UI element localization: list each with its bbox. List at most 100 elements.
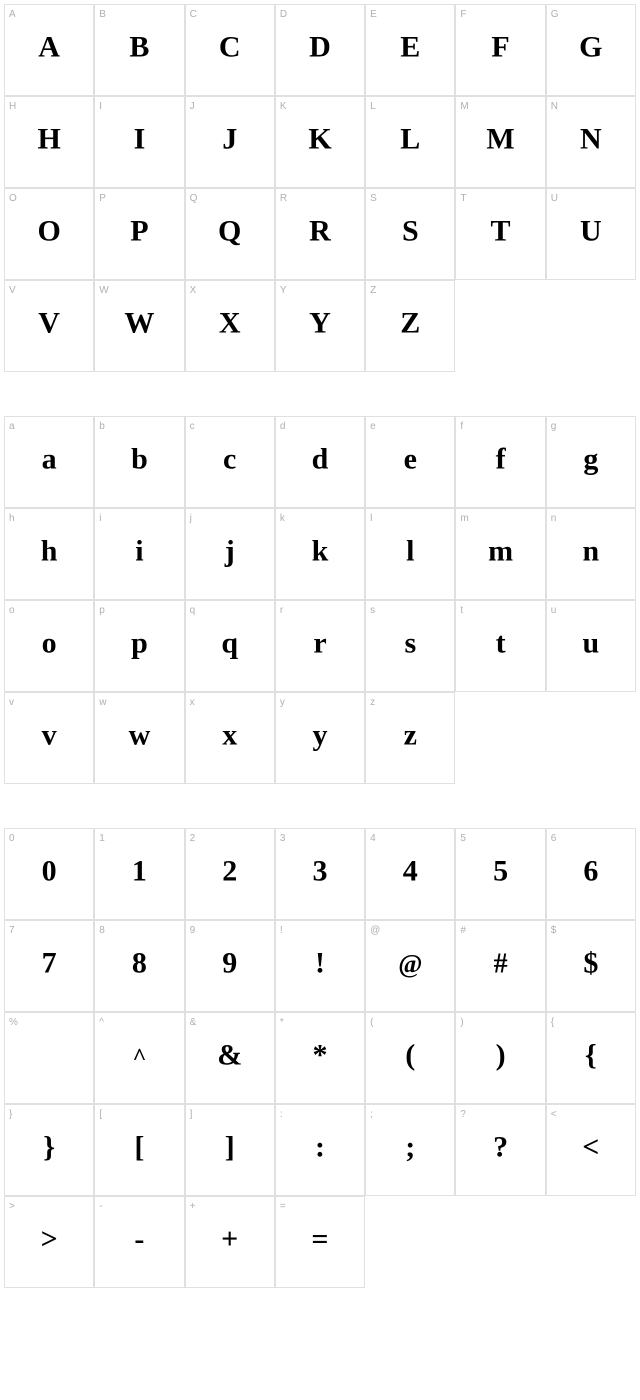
glyph-cell-label: 3	[280, 833, 286, 844]
glyph-cell-empty	[546, 692, 636, 784]
glyph-cell: WW	[94, 280, 184, 372]
glyph-cell-label: h	[9, 513, 15, 524]
glyph-cell-glyph: 0	[42, 854, 57, 888]
glyph-cell: <	[546, 1104, 636, 1196]
glyph-cell-label: H	[9, 101, 16, 112]
glyph-section-uppercase: AABBCCDDEEFFGGHHIIJJKKLLMMNNOOPPQQRRSSTT…	[4, 4, 636, 372]
glyph-cell-empty	[455, 280, 545, 372]
glyph-cell: ^	[94, 1012, 184, 1104]
glyph-cell-label: +	[190, 1201, 196, 1212]
glyph-cell: bb	[94, 416, 184, 508]
glyph-cell-glyph	[315, 946, 325, 980]
glyph-cell: ee	[365, 416, 455, 508]
glyph-cell-glyph: G	[579, 30, 602, 64]
glyph-cell-glyph: f	[496, 442, 506, 476]
glyph-cell-label: V	[9, 285, 16, 296]
glyph-cell: 22	[185, 828, 275, 920]
glyph-cell: zz	[365, 692, 455, 784]
glyph-cell: #	[455, 920, 545, 1012]
glyph-cell: QQ	[185, 188, 275, 280]
glyph-cell: nn	[546, 508, 636, 600]
glyph-cell-label: a	[9, 421, 15, 432]
glyph-cell: {	[546, 1012, 636, 1104]
glyph-cell-glyph: K	[308, 122, 331, 156]
glyph-cell-label: u	[551, 605, 557, 616]
glyph-cell-label: }	[9, 1109, 12, 1120]
glyph-cell: yy	[275, 692, 365, 784]
glyph-cell-glyph: M	[486, 122, 514, 156]
glyph-cell-glyph: 6	[583, 854, 598, 888]
glyph-cell-label: <	[551, 1109, 557, 1120]
glyph-cell-label: ]	[190, 1109, 193, 1120]
glyph-cell-glyph: 4	[403, 854, 418, 888]
glyph-cell: ;	[365, 1104, 455, 1196]
glyph-cell: mm	[455, 508, 545, 600]
glyph-cell: MM	[455, 96, 545, 188]
glyph-cell: 44	[365, 828, 455, 920]
glyph-cell-label: v	[9, 697, 14, 708]
glyph-cell: jj	[185, 508, 275, 600]
glyph-cell-label: M	[460, 101, 468, 112]
glyph-cell-label: F	[460, 9, 466, 20]
glyph-cell-glyph: N	[580, 122, 602, 156]
glyph-cell-glyph	[134, 1130, 144, 1164]
glyph-cell-empty	[365, 1196, 455, 1288]
glyph-cell: 33	[275, 828, 365, 920]
glyph-cell-glyph	[583, 946, 598, 980]
glyph-cell-glyph: z	[404, 718, 417, 752]
glyph-cell: EE	[365, 4, 455, 96]
glyph-cell: %	[4, 1012, 94, 1104]
glyph-cell-label: n	[551, 513, 557, 524]
glyph-cell-glyph: n	[583, 534, 600, 568]
glyph-cell-glyph: E	[400, 30, 420, 64]
glyph-cell-glyph: e	[404, 442, 417, 476]
glyph-cell-glyph	[132, 1038, 146, 1072]
glyph-cell-label: Q	[190, 193, 198, 204]
glyph-cell-glyph	[217, 1038, 242, 1072]
glyph-cell: NN	[546, 96, 636, 188]
glyph-cell-glyph	[315, 1130, 325, 1164]
glyph-cell: +	[185, 1196, 275, 1288]
glyph-cell-glyph	[311, 1222, 328, 1256]
glyph-grid: aabbccddeeffgghhiijjkkllmmnnooppqqrrsstt…	[4, 416, 636, 784]
glyph-cell-label: k	[280, 513, 285, 524]
glyph-cell-glyph: 1	[132, 854, 147, 888]
glyph-cell-glyph: c	[223, 442, 236, 476]
glyph-cell: 99	[185, 920, 275, 1012]
glyph-cell-glyph	[398, 946, 422, 980]
character-map: AABBCCDDEEFFGGHHIIJJKKLLMMNNOOPPQQRRSSTT…	[4, 4, 636, 1288]
glyph-cell: AA	[4, 4, 94, 96]
glyph-cell: aa	[4, 416, 94, 508]
glyph-cell-glyph: Z	[400, 306, 420, 340]
glyph-cell: =	[275, 1196, 365, 1288]
glyph-cell-label: c	[190, 421, 195, 432]
glyph-cell-label: B	[99, 9, 106, 20]
glyph-cell: >	[4, 1196, 94, 1288]
glyph-cell-glyph: y	[312, 718, 327, 752]
glyph-cell: qq	[185, 600, 275, 692]
glyph-cell-glyph: V	[38, 306, 60, 340]
glyph-cell-label: ?	[460, 1109, 466, 1120]
glyph-cell-label: 2	[190, 833, 196, 844]
glyph-cell: 66	[546, 828, 636, 920]
glyph-cell: rr	[275, 600, 365, 692]
glyph-cell: ZZ	[365, 280, 455, 372]
glyph-cell: BB	[94, 4, 184, 96]
glyph-cell-glyph: b	[131, 442, 148, 476]
glyph-cell-glyph: D	[309, 30, 331, 64]
glyph-cell-label: =	[280, 1201, 286, 1212]
glyph-cell-glyph: P	[130, 214, 148, 248]
glyph-cell-label: 6	[551, 833, 557, 844]
glyph-cell-label: 8	[99, 925, 105, 936]
glyph-cell-label: q	[190, 605, 196, 616]
glyph-cell: (	[365, 1012, 455, 1104]
glyph-cell-glyph	[585, 1038, 597, 1072]
glyph-cell-glyph: w	[129, 718, 151, 752]
glyph-cell-label: S	[370, 193, 377, 204]
glyph-cell-label: L	[370, 101, 376, 112]
glyph-cell-label: %	[9, 1017, 18, 1028]
glyph-cell: 88	[94, 920, 184, 1012]
glyph-cell-label: :	[280, 1109, 283, 1120]
glyph-cell-glyph: I	[134, 122, 146, 156]
glyph-cell: ]	[185, 1104, 275, 1196]
